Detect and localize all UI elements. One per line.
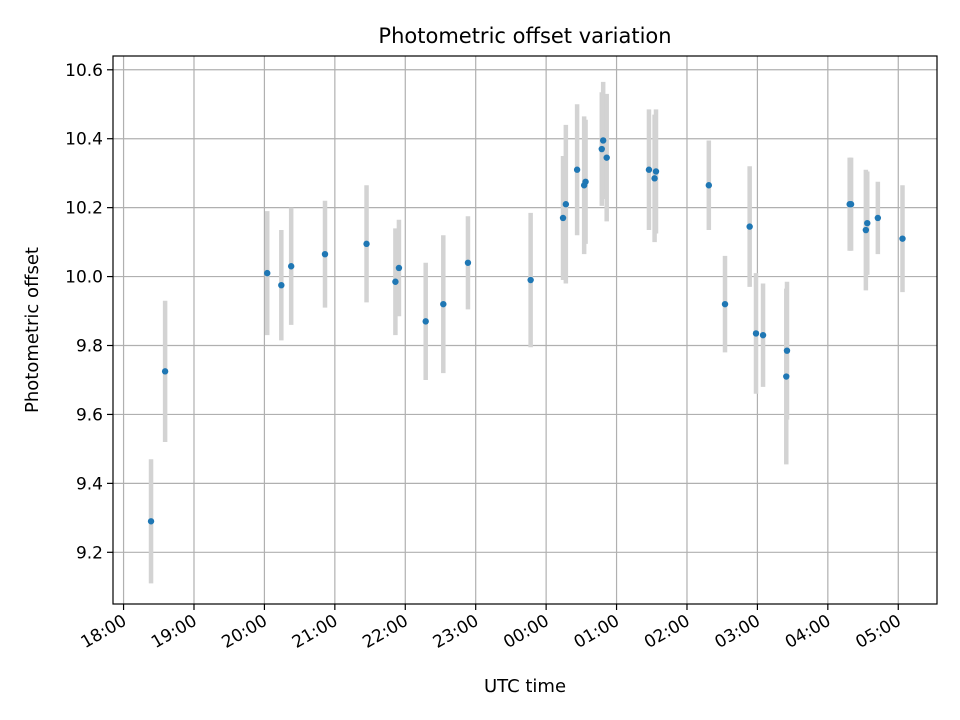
data-point [847,201,855,208]
data-point [582,178,589,185]
data-point [598,145,605,153]
chart-title: Photometric offset variation [378,24,671,48]
y-axis-ticks: 9.2 9.4 9.6 9.8 10.0 10.2 10.4 10.6 [65,61,113,563]
data-point [752,330,760,337]
data-point [599,137,607,144]
data-point [321,250,329,258]
data-point [287,263,295,270]
data-point [161,368,169,375]
data-point [264,269,271,277]
plot-area-frame [112,55,938,605]
data-point [874,214,882,222]
y-tick-label: 10.2 [65,199,103,219]
data-point [651,175,658,182]
data-point [783,347,791,354]
grid-lines [113,56,937,604]
data-points [147,137,906,525]
data-point [721,300,729,308]
data-point [864,219,871,227]
plot-area-background [113,56,937,604]
data-point [440,300,447,308]
data-point [392,278,399,285]
data-point [278,281,285,289]
data-point [705,182,713,189]
data-point [527,276,534,284]
y-tick-label: 9.2 [76,543,103,563]
data-point [422,318,429,325]
data-point [573,166,581,173]
data-point [147,518,155,525]
data-point [464,259,472,266]
data-point [603,154,610,161]
y-tick-label: 9.4 [76,474,103,494]
data-point [363,240,370,248]
y-tick-label: 10.4 [65,130,103,150]
data-point [559,214,567,222]
data-point [562,201,570,208]
data-point [746,223,753,230]
data-point [645,166,653,173]
y-tick-label: 10.0 [65,268,103,288]
data-point [783,373,790,380]
data-point [899,235,906,242]
y-axis-label: Photometric offset [22,247,43,413]
data-point [862,226,870,234]
data-point [759,331,767,339]
x-axis-label: UTC time [484,676,566,697]
y-tick-label: 9.8 [76,337,103,357]
data-point [652,168,660,175]
y-tick-label: 9.6 [76,405,103,425]
y-tick-label: 10.6 [65,61,103,81]
data-point [395,264,403,272]
